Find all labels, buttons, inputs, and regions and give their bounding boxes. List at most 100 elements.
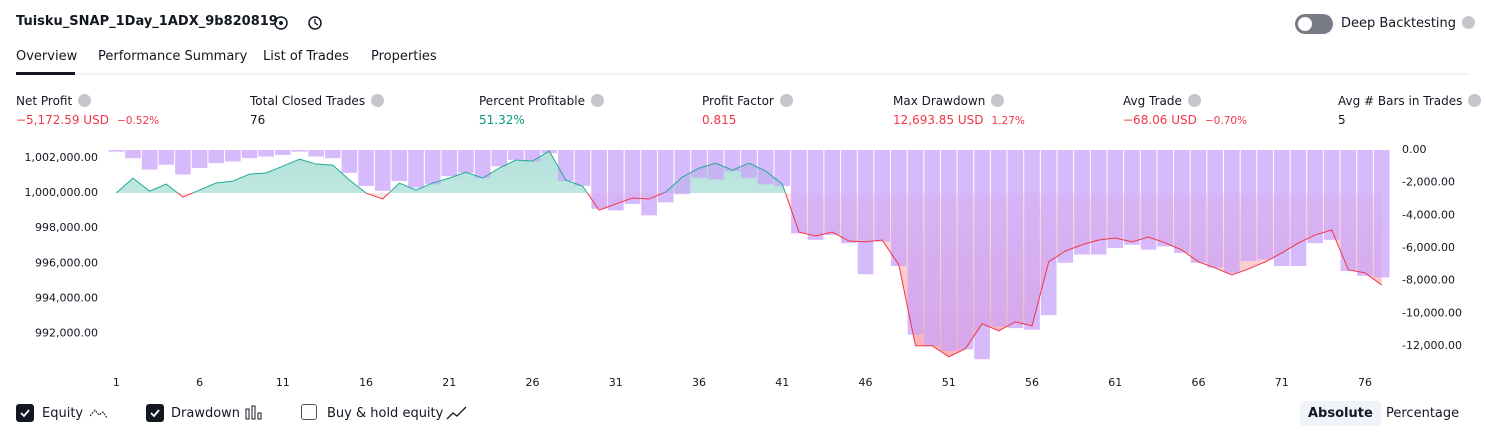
tab[interactable]: Performance Summary [98,49,248,64]
info-icon[interactable] [78,94,92,107]
x-tick-label: 21 [442,376,456,389]
drawdown-bar [774,150,791,186]
drawdown-bar [1207,150,1224,268]
x-tick-label: 71 [1275,376,1289,389]
drawdown-bar [1074,150,1090,255]
drawdown-bar [624,150,641,204]
y2-tick-label: -8,000.00 [1402,274,1455,287]
drawdown-bar [1224,150,1240,273]
toggle[interactable] [1295,14,1333,34]
drawdown-bar [1290,150,1307,267]
drawdown-bar [824,150,841,235]
drawdown-bar [191,150,208,168]
drawdown-bar [391,150,408,182]
info-icon[interactable] [590,94,604,107]
x-tick-label: 46 [859,376,873,389]
value: 51.32% [479,113,525,127]
drawdown-bar [724,150,741,172]
x-tick-label: 11 [276,376,290,389]
drawdown-bar [841,150,857,244]
strategy-title: Tuisku_SNAP_1Day_1ADX_9b820819 [16,14,278,29]
drawdown-bar [1373,150,1390,278]
mode-button[interactable]: Percentage [1386,406,1460,421]
checkbox[interactable] [301,404,317,420]
x-tick-label: 61 [1108,376,1122,389]
drawdown-bar [441,150,458,177]
drawdown-bar [1040,150,1057,316]
label: Deep Backtesting [1341,16,1457,31]
drawdown-bar [674,150,691,195]
drawdown-bar [491,150,508,167]
equity-line-positive [115,150,786,194]
metric-label: Profit Factor [702,94,793,108]
drawdown-bar [1140,150,1157,250]
metric-value: 51.32% [479,113,525,127]
check-mark [20,409,30,418]
drawdown-bar [374,150,391,191]
drawdown-bar [1090,150,1107,255]
drawdown-bar [308,150,324,157]
drawdown-bar [807,150,824,240]
percent: −0.52% [116,115,160,127]
info-icon[interactable] [991,94,1005,107]
drawdown-bar [1340,150,1357,271]
x-tick-label: 26 [526,376,540,389]
drawdown-bar [1157,150,1174,247]
y2-tick-label: -2,000.00 [1402,176,1455,189]
drawdown-bar [241,150,258,159]
drawdown-bar [857,150,874,275]
info-icon[interactable] [1468,94,1482,107]
y2-tick-label: -4,000.00 [1402,208,1455,221]
drawdown-bar [1024,150,1040,330]
percent: −0.70% [1204,115,1248,127]
drawdown-bar [1257,150,1273,260]
drawdown-bar [424,150,441,185]
label: Profit Factor [702,94,774,108]
value: 12,693.85 USD [893,113,984,127]
metric-value: −5,172.59 USD −0.52% [16,113,159,127]
drawdown-bar [691,150,707,178]
tab[interactable]: List of Trades [263,49,349,64]
mode-button[interactable]: Absolute [1300,401,1381,426]
x-tick-label: 66 [1192,376,1206,389]
drawdown-bar [258,150,274,157]
drawdown-bar [108,150,125,152]
x-tick-label: 36 [692,376,706,389]
drawdown-bar [1323,150,1340,240]
tab[interactable]: Properties [371,49,437,64]
y-tick-label: 998,000.00 [35,221,98,234]
metric-label: Net Profit [16,94,92,108]
label: Max Drawdown [893,94,986,108]
active-tab-underline [16,72,75,75]
x-tick-label: 51 [942,376,956,389]
checkbox[interactable] [16,404,34,422]
drawdown-bar [957,150,974,350]
info-icon[interactable] [1187,94,1201,107]
drawdown-bar [707,150,724,180]
legend-label[interactable]: Drawdown [171,406,241,421]
help-icon[interactable] [1462,16,1476,29]
chart: 992,000.00 994,000.00 996,000.00 998,000.00… [25,143,1462,389]
y-tick-label: 994,000.00 [35,291,98,304]
legend-label[interactable]: Equity [42,406,84,421]
drawdown-bar [208,150,225,164]
label: Percent Profitable [479,94,585,108]
x-tick-label: 16 [359,376,373,389]
value: −5,172.59 USD [16,113,109,127]
y2-tick-label: -10,000.00 [1402,306,1462,319]
metric-value: 76 [250,113,265,127]
info-icon[interactable] [371,94,385,107]
drawdown-bar [558,150,574,182]
y-tick-label: 996,000.00 [35,256,98,269]
tab[interactable]: Overview [16,49,78,64]
drawdown-bar [1307,150,1323,244]
drawdown-bar [990,150,1007,327]
y-tick-label: 992,000.00 [35,327,98,340]
title-icons[interactable] [272,14,332,32]
legend-label[interactable]: Buy & hold equity [327,406,444,421]
info-icon[interactable] [779,94,793,107]
drawdown-bar [1190,150,1207,263]
drawdown-bar [891,150,907,267]
y-tick-label: 1,000,000.00 [25,186,98,199]
checkbox[interactable] [146,404,164,422]
